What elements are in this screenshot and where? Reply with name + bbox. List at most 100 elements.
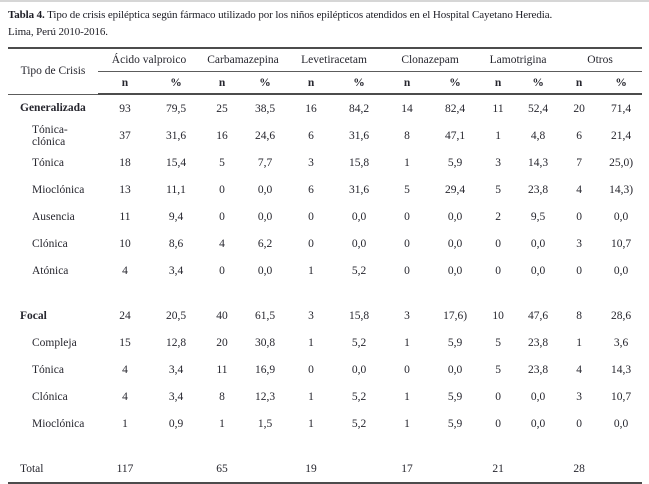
n-subheader: n bbox=[98, 71, 152, 95]
table-caption-number: Tabla 4. bbox=[8, 9, 45, 21]
value-cell: 7 bbox=[576, 156, 582, 169]
value-cell: 79,5 bbox=[165, 102, 187, 115]
row-label-cell: Generalizada bbox=[20, 102, 86, 115]
value-cell: 16 bbox=[216, 129, 228, 142]
value-cell: 4 bbox=[219, 237, 225, 250]
value-cell: 31,6 bbox=[348, 183, 370, 196]
value-cell: 3,4 bbox=[168, 264, 184, 277]
n-subheader: n bbox=[382, 71, 433, 95]
value-cell: 9,4 bbox=[168, 210, 184, 223]
value-cell: 29,4 bbox=[444, 183, 466, 196]
value-cell: 84,2 bbox=[348, 102, 370, 115]
value-cell bbox=[244, 455, 287, 484]
value-cell: 0,9 bbox=[168, 417, 184, 430]
value-cell: 0 bbox=[219, 210, 225, 223]
row-label-cell: Compleja bbox=[32, 336, 77, 349]
n-subheader: n bbox=[558, 71, 601, 95]
value-cell: 5,9 bbox=[447, 156, 463, 169]
value-cell: 3,6 bbox=[613, 336, 629, 349]
value-cell: 0,0 bbox=[613, 417, 629, 430]
value-cell: 20 bbox=[573, 102, 585, 115]
value-cell: 1 bbox=[495, 129, 501, 142]
n-subheader: n bbox=[478, 71, 519, 95]
value-cell: 20 bbox=[216, 336, 228, 349]
value-cell: 17,6) bbox=[443, 309, 468, 322]
value-cell: 6 bbox=[308, 129, 314, 142]
table-row: Focal 24 20,5 40 61,5 3 15,8 3 17,6) 10 47,6 8 28,6 bbox=[8, 302, 642, 329]
value-cell: 1 bbox=[404, 156, 410, 169]
value-cell: 28,6 bbox=[611, 309, 632, 322]
value-cell: 0,0 bbox=[613, 264, 629, 277]
value-cell: 3 bbox=[308, 309, 314, 322]
row-label-cell: Clónica bbox=[32, 237, 68, 250]
value-cell: 40 bbox=[216, 309, 228, 322]
value-cell: 61,5 bbox=[254, 309, 276, 322]
value-cell: 19 bbox=[286, 455, 337, 484]
value-cell: 47,1 bbox=[444, 129, 466, 142]
value-cell: 10,7 bbox=[611, 390, 632, 403]
table-row: Generalizada 93 79,5 25 38,5 16 84,2 14 82,4 11 52… bbox=[8, 94, 642, 122]
value-cell: 6,2 bbox=[257, 237, 273, 250]
row-label-cell: Atónica bbox=[32, 264, 69, 277]
value-cell: 3 bbox=[308, 156, 314, 169]
value-cell: 0,0 bbox=[351, 363, 367, 376]
value-cell: 5,9 bbox=[447, 417, 463, 430]
value-cell: 8 bbox=[404, 129, 410, 142]
value-cell: 3 bbox=[576, 390, 582, 403]
row-label-cell: Mioclónica bbox=[32, 183, 85, 196]
drug-group-header-clonazepam: Clonazepam bbox=[382, 47, 479, 72]
value-cell: 15,4 bbox=[165, 156, 187, 169]
value-cell: 0 bbox=[308, 237, 314, 250]
value-cell: 0 bbox=[495, 237, 501, 250]
value-cell: 0 bbox=[308, 363, 314, 376]
value-cell: 1 bbox=[308, 264, 314, 277]
value-cell: 0,0 bbox=[257, 210, 273, 223]
table-caption: Tabla 4. Tipo de crisis epiléptica según… bbox=[8, 7, 641, 24]
value-cell: 1 bbox=[122, 417, 128, 430]
table-row: Tónica-clónica 37 31,6 16 24,6 6 31,6 8 47,1 1 4,8… bbox=[8, 122, 642, 149]
value-cell: 5 bbox=[495, 183, 501, 196]
value-cell: 117 bbox=[98, 455, 152, 484]
table-row: Compleja 15 12,8 20 30,8 1 5,2 1 5,9 5 23,8 1 3,6 bbox=[8, 329, 642, 356]
value-cell: 23,8 bbox=[528, 363, 549, 376]
drug-group-header-carbamazepina: Carbamazepina bbox=[200, 47, 287, 72]
pct-subheader: % bbox=[244, 71, 287, 95]
value-cell: 37 bbox=[119, 129, 131, 142]
value-cell: 0,0 bbox=[613, 210, 629, 223]
row-label-cell: Clónica bbox=[32, 390, 68, 403]
value-cell: 10 bbox=[492, 309, 504, 322]
row-label-cell: Focal bbox=[20, 309, 47, 322]
value-cell: 0,0 bbox=[447, 210, 463, 223]
value-cell: 65 bbox=[200, 455, 245, 484]
table-row: Total 117 65 19 17 21 28 bbox=[8, 455, 643, 484]
row-label-cell: Tónica-clónica bbox=[32, 123, 68, 148]
value-cell: 1 bbox=[576, 336, 582, 349]
value-cell: 5 bbox=[495, 363, 501, 376]
value-cell: 16 bbox=[305, 102, 317, 115]
value-cell: 0,0 bbox=[257, 183, 273, 196]
value-cell: 12,8 bbox=[165, 336, 187, 349]
row-label-cell: Mioclónica bbox=[32, 417, 85, 430]
value-cell: 24 bbox=[119, 309, 131, 322]
value-cell: 0,0 bbox=[530, 417, 546, 430]
value-cell: 0,0 bbox=[351, 210, 367, 223]
value-cell: 31,6 bbox=[348, 129, 370, 142]
value-cell: 0,0 bbox=[257, 264, 273, 277]
pct-subheader: % bbox=[432, 71, 479, 95]
value-cell: 0,0 bbox=[447, 264, 463, 277]
table-row: Atónica 4 3,4 0 0,0 1 5,2 0 0,0 0 0,0 0 0,0 bbox=[8, 257, 642, 284]
value-cell: 23,8 bbox=[528, 183, 549, 196]
value-cell: 4 bbox=[576, 363, 582, 376]
value-cell: 11 bbox=[119, 210, 131, 223]
value-cell: 0 bbox=[576, 210, 582, 223]
value-cell: 3 bbox=[495, 156, 501, 169]
value-cell: 0,0 bbox=[447, 237, 463, 250]
value-cell: 0 bbox=[219, 264, 225, 277]
value-cell: 71,4 bbox=[611, 102, 632, 115]
value-cell: 1 bbox=[308, 417, 314, 430]
value-cell: 30,8 bbox=[254, 336, 276, 349]
value-cell: 15,8 bbox=[348, 156, 370, 169]
value-cell: 0 bbox=[308, 210, 314, 223]
value-cell: 0,0 bbox=[530, 237, 546, 250]
value-cell bbox=[336, 455, 383, 484]
